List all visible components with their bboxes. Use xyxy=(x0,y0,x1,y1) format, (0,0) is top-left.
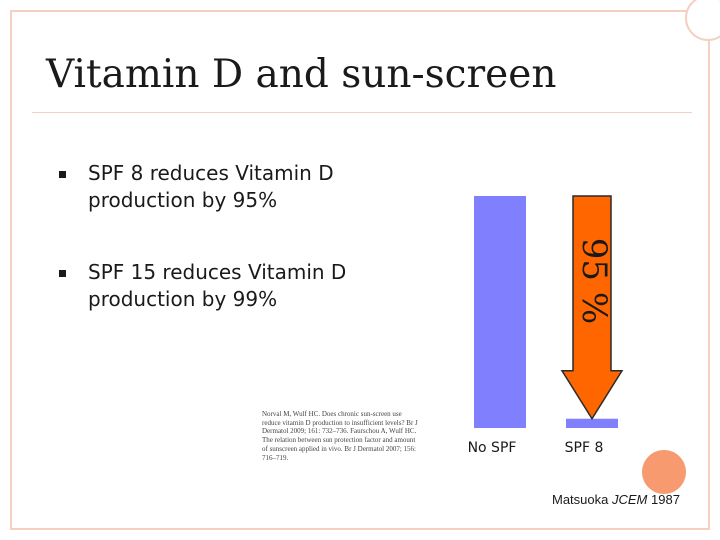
reduction-arrow xyxy=(560,195,624,421)
bullet-text: SPF 15 reduces Vitamin D production by 9… xyxy=(88,260,347,311)
source-citation: Matsuoka JCEM 1987 xyxy=(552,492,680,507)
bullet-item-spf15: SPF 15 reduces Vitamin D production by 9… xyxy=(59,259,350,313)
category-label: No SPF xyxy=(468,440,517,456)
bullet-square-icon xyxy=(59,171,66,178)
decorative-circle xyxy=(642,450,686,494)
source-year: 1987 xyxy=(651,492,680,507)
slide-frame xyxy=(10,10,710,530)
slide-title: Vitamin D and sun-screen xyxy=(46,52,557,97)
category-label: SPF 8 xyxy=(565,440,604,456)
bullet-square-icon xyxy=(59,270,66,277)
bar-no-spf xyxy=(474,196,526,428)
citation-text: Norval M, Wulf HC. Does chronic sun-scre… xyxy=(262,410,418,462)
reduction-percentage-label: 95 % xyxy=(574,238,614,324)
corner-decoration xyxy=(685,0,720,41)
title-divider xyxy=(32,112,692,113)
source-author: Matsuoka xyxy=(552,492,609,507)
bullet-text: SPF 8 reduces Vitamin D production by 95… xyxy=(88,161,334,212)
bullet-item-spf8: SPF 8 reduces Vitamin D production by 95… xyxy=(59,160,350,214)
bar-spf-8 xyxy=(566,418,618,428)
source-journal: JCEM xyxy=(612,492,648,507)
